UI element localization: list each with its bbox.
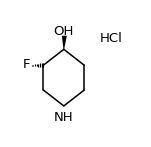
Text: NH: NH — [54, 111, 74, 124]
Text: OH: OH — [54, 25, 74, 38]
Polygon shape — [62, 36, 67, 49]
Text: F: F — [23, 57, 30, 71]
Text: HCl: HCl — [100, 31, 123, 45]
